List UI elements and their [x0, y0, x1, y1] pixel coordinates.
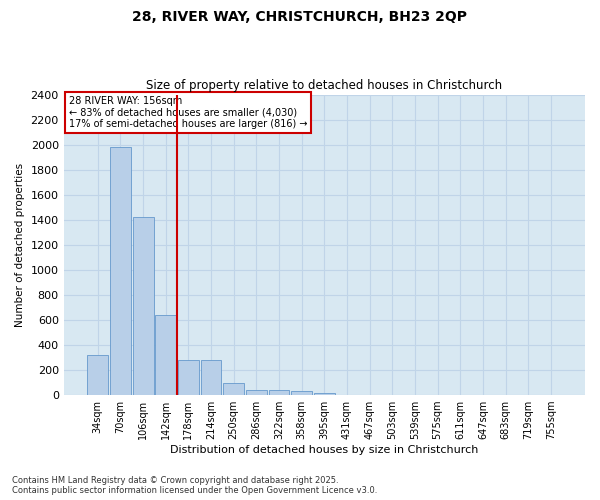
Bar	[155, 315, 176, 395]
Bar	[133, 218, 154, 395]
Bar	[269, 390, 289, 395]
Bar	[88, 355, 108, 395]
Bar	[110, 147, 131, 395]
Bar	[200, 360, 221, 395]
Y-axis label: Number of detached properties: Number of detached properties	[15, 163, 25, 327]
Text: Contains HM Land Registry data © Crown copyright and database right 2025.
Contai: Contains HM Land Registry data © Crown c…	[12, 476, 377, 495]
Bar	[314, 392, 335, 395]
Bar	[223, 382, 244, 395]
Text: 28 RIVER WAY: 156sqm
← 83% of detached houses are smaller (4,030)
17% of semi-de: 28 RIVER WAY: 156sqm ← 83% of detached h…	[69, 96, 307, 130]
Text: 28, RIVER WAY, CHRISTCHURCH, BH23 2QP: 28, RIVER WAY, CHRISTCHURCH, BH23 2QP	[133, 10, 467, 24]
X-axis label: Distribution of detached houses by size in Christchurch: Distribution of detached houses by size …	[170, 445, 479, 455]
Title: Size of property relative to detached houses in Christchurch: Size of property relative to detached ho…	[146, 79, 502, 92]
Bar	[291, 392, 312, 395]
Bar	[178, 360, 199, 395]
Bar	[246, 390, 267, 395]
